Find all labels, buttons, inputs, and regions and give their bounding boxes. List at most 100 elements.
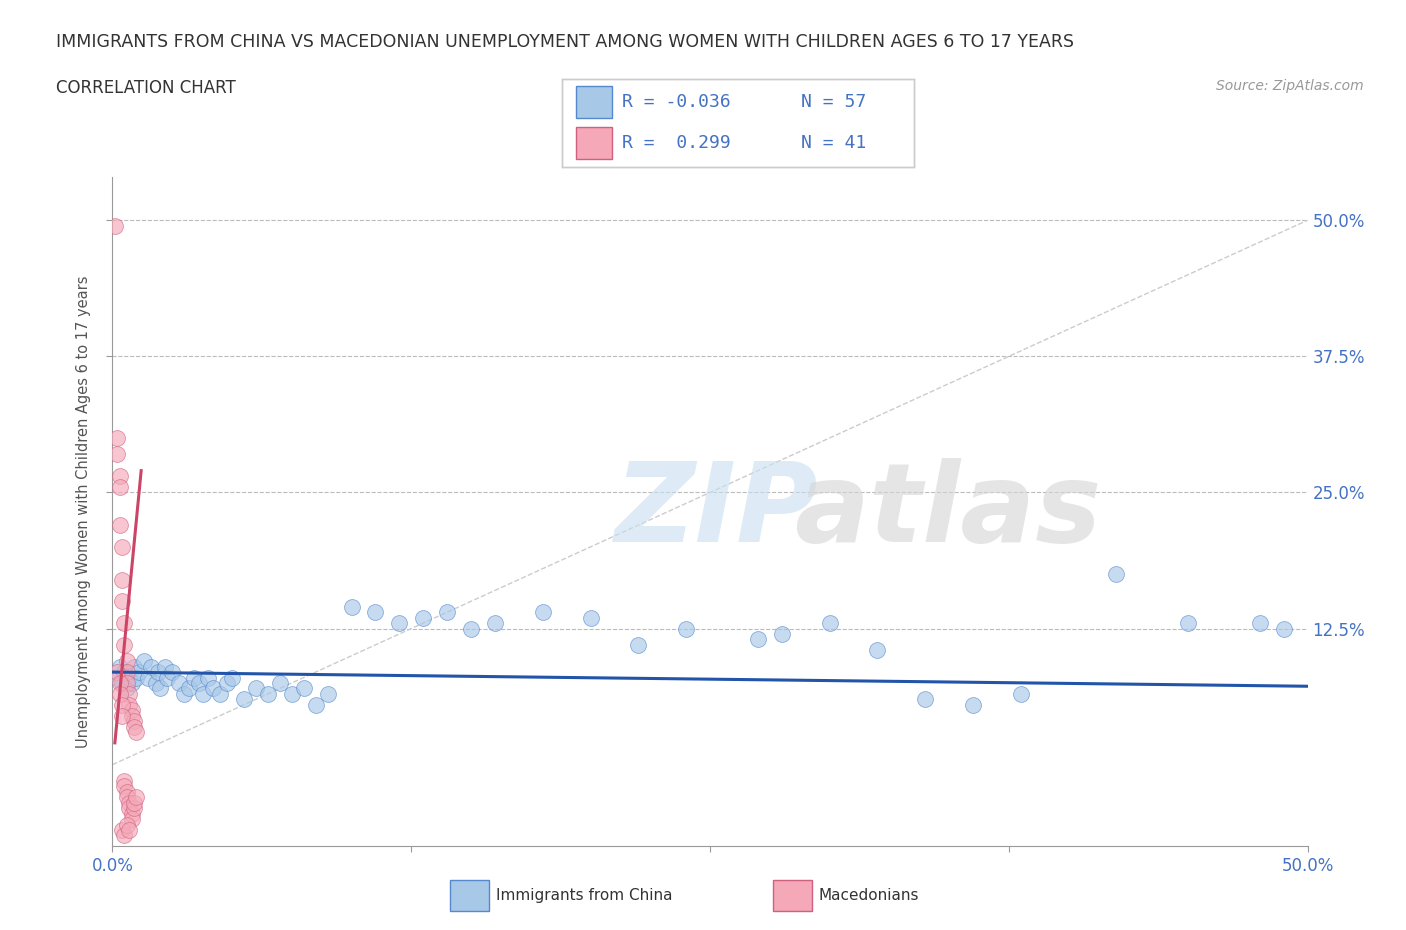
Point <box>162 665 183 680</box>
Point <box>193 686 215 701</box>
Point <box>114 779 135 794</box>
Point <box>388 616 411 631</box>
Point <box>111 539 134 554</box>
Point <box>122 713 145 728</box>
Point <box>114 774 135 789</box>
Point <box>121 806 143 821</box>
Point <box>114 616 135 631</box>
Point <box>145 675 167 690</box>
Point <box>1105 566 1128 581</box>
Point <box>132 654 155 669</box>
Point <box>187 675 209 690</box>
Text: R = -0.036: R = -0.036 <box>621 93 731 111</box>
Point <box>114 637 135 652</box>
Point <box>115 675 138 690</box>
Point <box>115 681 138 696</box>
Text: Source: ZipAtlas.com: Source: ZipAtlas.com <box>1216 79 1364 93</box>
Point <box>118 795 141 810</box>
Point <box>1177 616 1199 631</box>
Point <box>217 675 239 690</box>
Point <box>121 675 143 690</box>
Point <box>340 599 363 614</box>
Point <box>316 686 339 701</box>
Point <box>364 604 387 619</box>
Point <box>156 671 179 685</box>
Point <box>221 671 243 685</box>
Text: atlas: atlas <box>793 458 1101 565</box>
Point <box>484 616 506 631</box>
Point <box>173 686 195 701</box>
Point <box>149 681 172 696</box>
Point <box>121 812 143 827</box>
Point <box>111 822 134 837</box>
Point <box>111 594 134 609</box>
Point <box>125 790 148 804</box>
Point <box>531 604 554 619</box>
Point <box>281 686 304 701</box>
Text: N = 41: N = 41 <box>801 134 866 152</box>
Point <box>115 665 138 680</box>
Point <box>108 686 131 701</box>
Y-axis label: Unemployment Among Women with Children Ages 6 to 17 years: Unemployment Among Women with Children A… <box>76 275 91 748</box>
Point <box>105 431 128 445</box>
Point <box>108 518 131 533</box>
Point <box>111 572 134 587</box>
Point <box>138 671 160 685</box>
Point <box>118 822 141 837</box>
Point <box>1272 621 1295 636</box>
Text: Macedonians: Macedonians <box>818 887 920 903</box>
Point <box>115 790 138 804</box>
FancyBboxPatch shape <box>576 86 612 118</box>
Point <box>121 709 143 724</box>
Point <box>146 665 169 680</box>
Point <box>460 621 482 636</box>
Point <box>122 795 145 810</box>
Point <box>201 681 224 696</box>
Point <box>121 703 143 718</box>
Point <box>866 643 889 658</box>
Point <box>118 801 141 816</box>
Point <box>139 659 162 674</box>
Point <box>269 675 291 690</box>
Point <box>104 219 127 233</box>
Point <box>125 671 148 685</box>
Point <box>108 469 131 484</box>
Point <box>118 686 141 701</box>
Point <box>962 698 984 712</box>
Point <box>1249 616 1271 631</box>
Text: IMMIGRANTS FROM CHINA VS MACEDONIAN UNEMPLOYMENT AMONG WOMEN WITH CHILDREN AGES : IMMIGRANTS FROM CHINA VS MACEDONIAN UNEM… <box>56 33 1074 50</box>
Point <box>128 665 150 680</box>
Point <box>105 665 128 680</box>
Point <box>105 671 128 685</box>
Point <box>818 616 841 631</box>
Point <box>627 637 650 652</box>
Point <box>115 654 138 669</box>
Point <box>115 784 138 799</box>
Point <box>108 480 131 495</box>
Point <box>177 681 200 696</box>
Text: ZIP: ZIP <box>614 458 818 565</box>
Point <box>111 698 134 712</box>
Point <box>208 686 231 701</box>
FancyBboxPatch shape <box>576 126 612 159</box>
Point <box>111 675 134 690</box>
Point <box>412 610 434 625</box>
Text: R =  0.299: R = 0.299 <box>621 134 731 152</box>
Point <box>153 659 176 674</box>
Text: N = 57: N = 57 <box>801 93 866 111</box>
Point <box>108 675 131 690</box>
Point <box>169 675 191 690</box>
Point <box>114 828 135 843</box>
Point <box>115 817 138 832</box>
Point <box>108 659 131 674</box>
Point <box>122 801 145 816</box>
Point <box>232 692 256 707</box>
Point <box>122 719 145 734</box>
Point <box>436 604 458 619</box>
Point <box>747 632 769 647</box>
Point <box>105 447 128 462</box>
Point <box>118 698 141 712</box>
Point <box>245 681 267 696</box>
FancyBboxPatch shape <box>450 880 489 911</box>
Point <box>914 692 936 707</box>
